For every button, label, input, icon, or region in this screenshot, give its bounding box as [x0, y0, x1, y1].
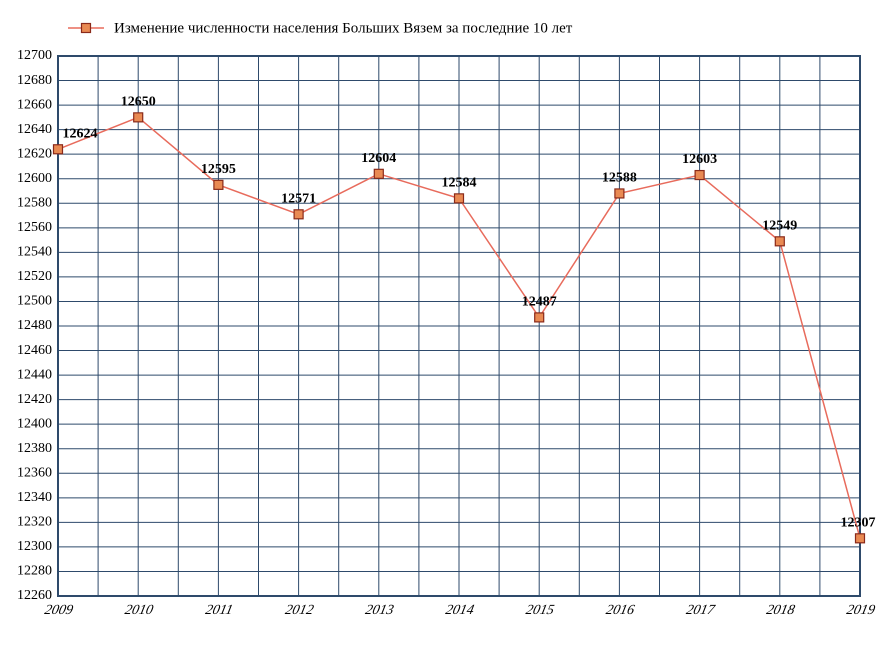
ytick-label: 12480	[17, 318, 52, 333]
xtick-label: 2019	[845, 602, 876, 618]
series-marker	[54, 145, 63, 154]
ytick-label: 12560	[17, 220, 52, 235]
ytick-label: 12300	[17, 539, 52, 554]
series-marker	[695, 171, 704, 180]
series-marker	[134, 113, 143, 122]
ytick-label: 12260	[17, 588, 52, 603]
data-label: 12307	[841, 515, 876, 530]
legend-label: Изменение численности населения Больших …	[114, 20, 573, 36]
ytick-label: 12580	[17, 195, 52, 210]
ytick-label: 12280	[17, 564, 52, 579]
ytick-label: 12400	[17, 416, 52, 431]
series-marker	[455, 194, 464, 203]
data-label: 12588	[602, 170, 637, 185]
ytick-label: 12680	[17, 73, 52, 88]
xtick-label: 2011	[204, 602, 234, 618]
data-label: 12624	[63, 126, 98, 141]
ytick-label: 12540	[17, 245, 52, 260]
ytick-label: 12360	[17, 465, 52, 480]
population-chart: 12260 12280 12300 12320 12340 12360 12380 12400…	[0, 0, 884, 650]
xtick-label: 2012	[284, 602, 315, 618]
xtick-label: 2016	[605, 602, 636, 618]
series-marker	[775, 237, 784, 246]
data-label: 12603	[682, 152, 717, 167]
xtick-label: 2013	[364, 602, 395, 618]
ytick-label: 12340	[17, 490, 52, 505]
ytick-label: 12440	[17, 367, 52, 382]
ytick-label: 12700	[17, 48, 52, 63]
series-marker	[214, 180, 223, 189]
ytick-label: 12500	[17, 294, 52, 309]
ytick-label: 12520	[17, 269, 52, 284]
xtick-label: 2017	[685, 602, 717, 618]
ytick-label: 12380	[17, 441, 52, 456]
data-label: 12571	[281, 191, 316, 206]
ytick-label: 12600	[17, 171, 52, 186]
data-label: 12604	[361, 151, 396, 166]
ytick-label: 12320	[17, 515, 52, 530]
series-marker	[294, 210, 303, 219]
xtick-label: 2018	[765, 602, 796, 618]
xtick-label: 2010	[123, 602, 154, 618]
series-marker	[535, 313, 544, 322]
data-label: 12650	[121, 94, 156, 109]
legend-marker	[82, 24, 91, 33]
data-label: 12487	[522, 294, 557, 309]
series-marker	[615, 189, 624, 198]
ytick-label: 12620	[17, 146, 52, 161]
xtick-label: 2014	[444, 602, 475, 618]
data-label: 12584	[442, 175, 477, 190]
ytick-label: 12460	[17, 343, 52, 358]
xtick-label: 2009	[43, 602, 74, 618]
data-label: 12595	[201, 162, 236, 177]
xtick-label: 2015	[524, 602, 555, 618]
series-marker	[374, 169, 383, 178]
data-label: 12549	[762, 218, 797, 233]
series-marker	[856, 534, 865, 543]
ytick-label: 12660	[17, 97, 52, 112]
ytick-label: 12420	[17, 392, 52, 407]
ytick-label: 12640	[17, 122, 52, 137]
